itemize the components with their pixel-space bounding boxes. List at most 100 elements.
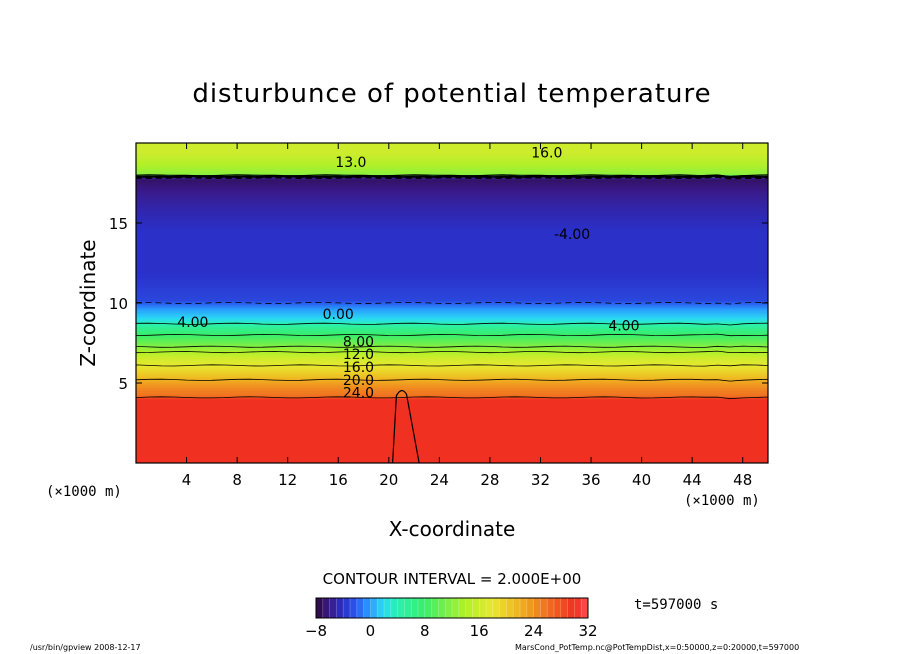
heatmap-band	[136, 156, 768, 160]
heatmap-band	[136, 304, 768, 308]
heatmap-band	[136, 358, 768, 362]
colorbar-tick-label: 0	[366, 622, 376, 640]
heatmap-band	[136, 143, 768, 146]
heatmap-band	[136, 234, 768, 238]
heatmap-band	[136, 206, 768, 210]
plot-area: 16.013.0-4.004.00 0.004.008.0012.016.020.…	[109, 142, 769, 489]
colorbar-cell	[486, 598, 494, 618]
colorbar-tick-label: 32	[578, 622, 597, 640]
x-tick-label: 12	[278, 471, 297, 489]
heatmap-band	[136, 160, 768, 164]
x-tick-label: 36	[581, 471, 600, 489]
colorbar-tick-label: 8	[420, 622, 430, 640]
heatmap-band	[136, 350, 768, 354]
x-tick-label: 20	[379, 471, 398, 489]
colorbar-cell	[540, 598, 548, 618]
heatmap-band	[136, 362, 768, 366]
heatmap-band	[136, 306, 768, 310]
heatmap-band	[136, 380, 768, 384]
heatmap-band	[136, 264, 768, 268]
heatmap-band	[136, 252, 768, 256]
heatmap-band	[136, 316, 768, 320]
heatmap-band	[136, 450, 768, 454]
heatmap-band	[136, 270, 768, 274]
colorbar-cell	[384, 598, 392, 618]
heatmap-band	[136, 444, 768, 448]
colorbar-cell	[581, 598, 589, 618]
colorbar-tick-label: −8	[305, 622, 327, 640]
heatmap-band	[136, 442, 768, 446]
time-label: t=597000 s	[634, 597, 718, 613]
heatmap-band	[136, 224, 768, 228]
heatmap-band	[136, 398, 768, 402]
heatmap-band	[136, 396, 768, 400]
colorbar-cell	[472, 598, 480, 618]
z-axis-ticks: 5 10 15	[109, 215, 768, 393]
heatmap-band	[136, 190, 768, 194]
heatmap-band	[136, 414, 768, 418]
colorbar-cell	[438, 598, 446, 618]
heatmap-band	[136, 200, 768, 204]
heatmap-band	[136, 332, 768, 336]
heatmap-band	[136, 336, 768, 340]
heatmap-band	[136, 392, 768, 396]
heatmap-band	[136, 338, 768, 342]
contour-line	[136, 378, 768, 382]
heatmap-band	[136, 366, 768, 370]
heatmap-band	[136, 172, 768, 176]
colorbar-cell	[390, 598, 398, 618]
heatmap-band	[136, 250, 768, 254]
colorbar-cell	[574, 598, 582, 618]
x-unit-label-right: (×1000 m)	[684, 493, 760, 509]
colorbar-cell	[363, 598, 371, 618]
contour-lines	[136, 174, 768, 463]
heatmap-band	[136, 416, 768, 420]
heatmap-band	[136, 342, 768, 346]
heatmap-band	[136, 320, 768, 324]
heatmap-band	[136, 288, 768, 292]
heatmap-band	[136, 226, 768, 230]
heatmap-band	[136, 434, 768, 438]
heatmap-band	[136, 446, 768, 450]
heatmap-band	[136, 324, 768, 328]
heatmap-band	[136, 178, 768, 182]
heatmap-band	[136, 330, 768, 334]
heatmap-band	[136, 202, 768, 206]
colorbar-frame	[315, 597, 589, 619]
heatmap-band	[136, 376, 768, 380]
colorbar-cell	[513, 598, 521, 618]
contour-line	[136, 350, 768, 354]
heatmap-band	[136, 144, 768, 148]
heatmap-band	[136, 290, 768, 294]
contour-label: 24.0	[343, 386, 374, 402]
heatmap-band	[136, 436, 768, 440]
heatmap-band	[136, 460, 768, 463]
heatmap-band	[136, 302, 768, 306]
x-tick-label: 24	[430, 471, 449, 489]
colorbar-cell	[336, 598, 344, 618]
y-axis-label: Z-coordinate	[76, 239, 100, 366]
heatmap-band	[136, 412, 768, 416]
colorbar-cell	[370, 598, 378, 618]
heatmap-band	[136, 422, 768, 426]
heatmap-band	[136, 410, 768, 414]
contour-line	[136, 174, 768, 178]
heatmap-band	[136, 454, 768, 458]
heatmap-band	[136, 408, 768, 412]
x-tick-label: 8	[232, 471, 242, 489]
colorbar-cell	[492, 598, 500, 618]
x-axis-ticks: 4 8 12 16 20 24 28 32 36 40 44 48	[182, 143, 752, 489]
colorbar-cell	[458, 598, 466, 618]
heatmap-band	[136, 292, 768, 296]
heatmap-band	[136, 356, 768, 360]
heatmap-band	[136, 258, 768, 262]
x-tick-label: 40	[632, 471, 651, 489]
colorbar-cell	[404, 598, 412, 618]
heatmap-band	[136, 222, 768, 226]
heatmap-band	[136, 404, 768, 408]
heatmap-band	[136, 456, 768, 460]
heatmap-band	[136, 340, 768, 344]
contour-label: 13.0	[335, 155, 366, 171]
heatmap-band	[136, 198, 768, 202]
heatmap-band	[136, 370, 768, 374]
